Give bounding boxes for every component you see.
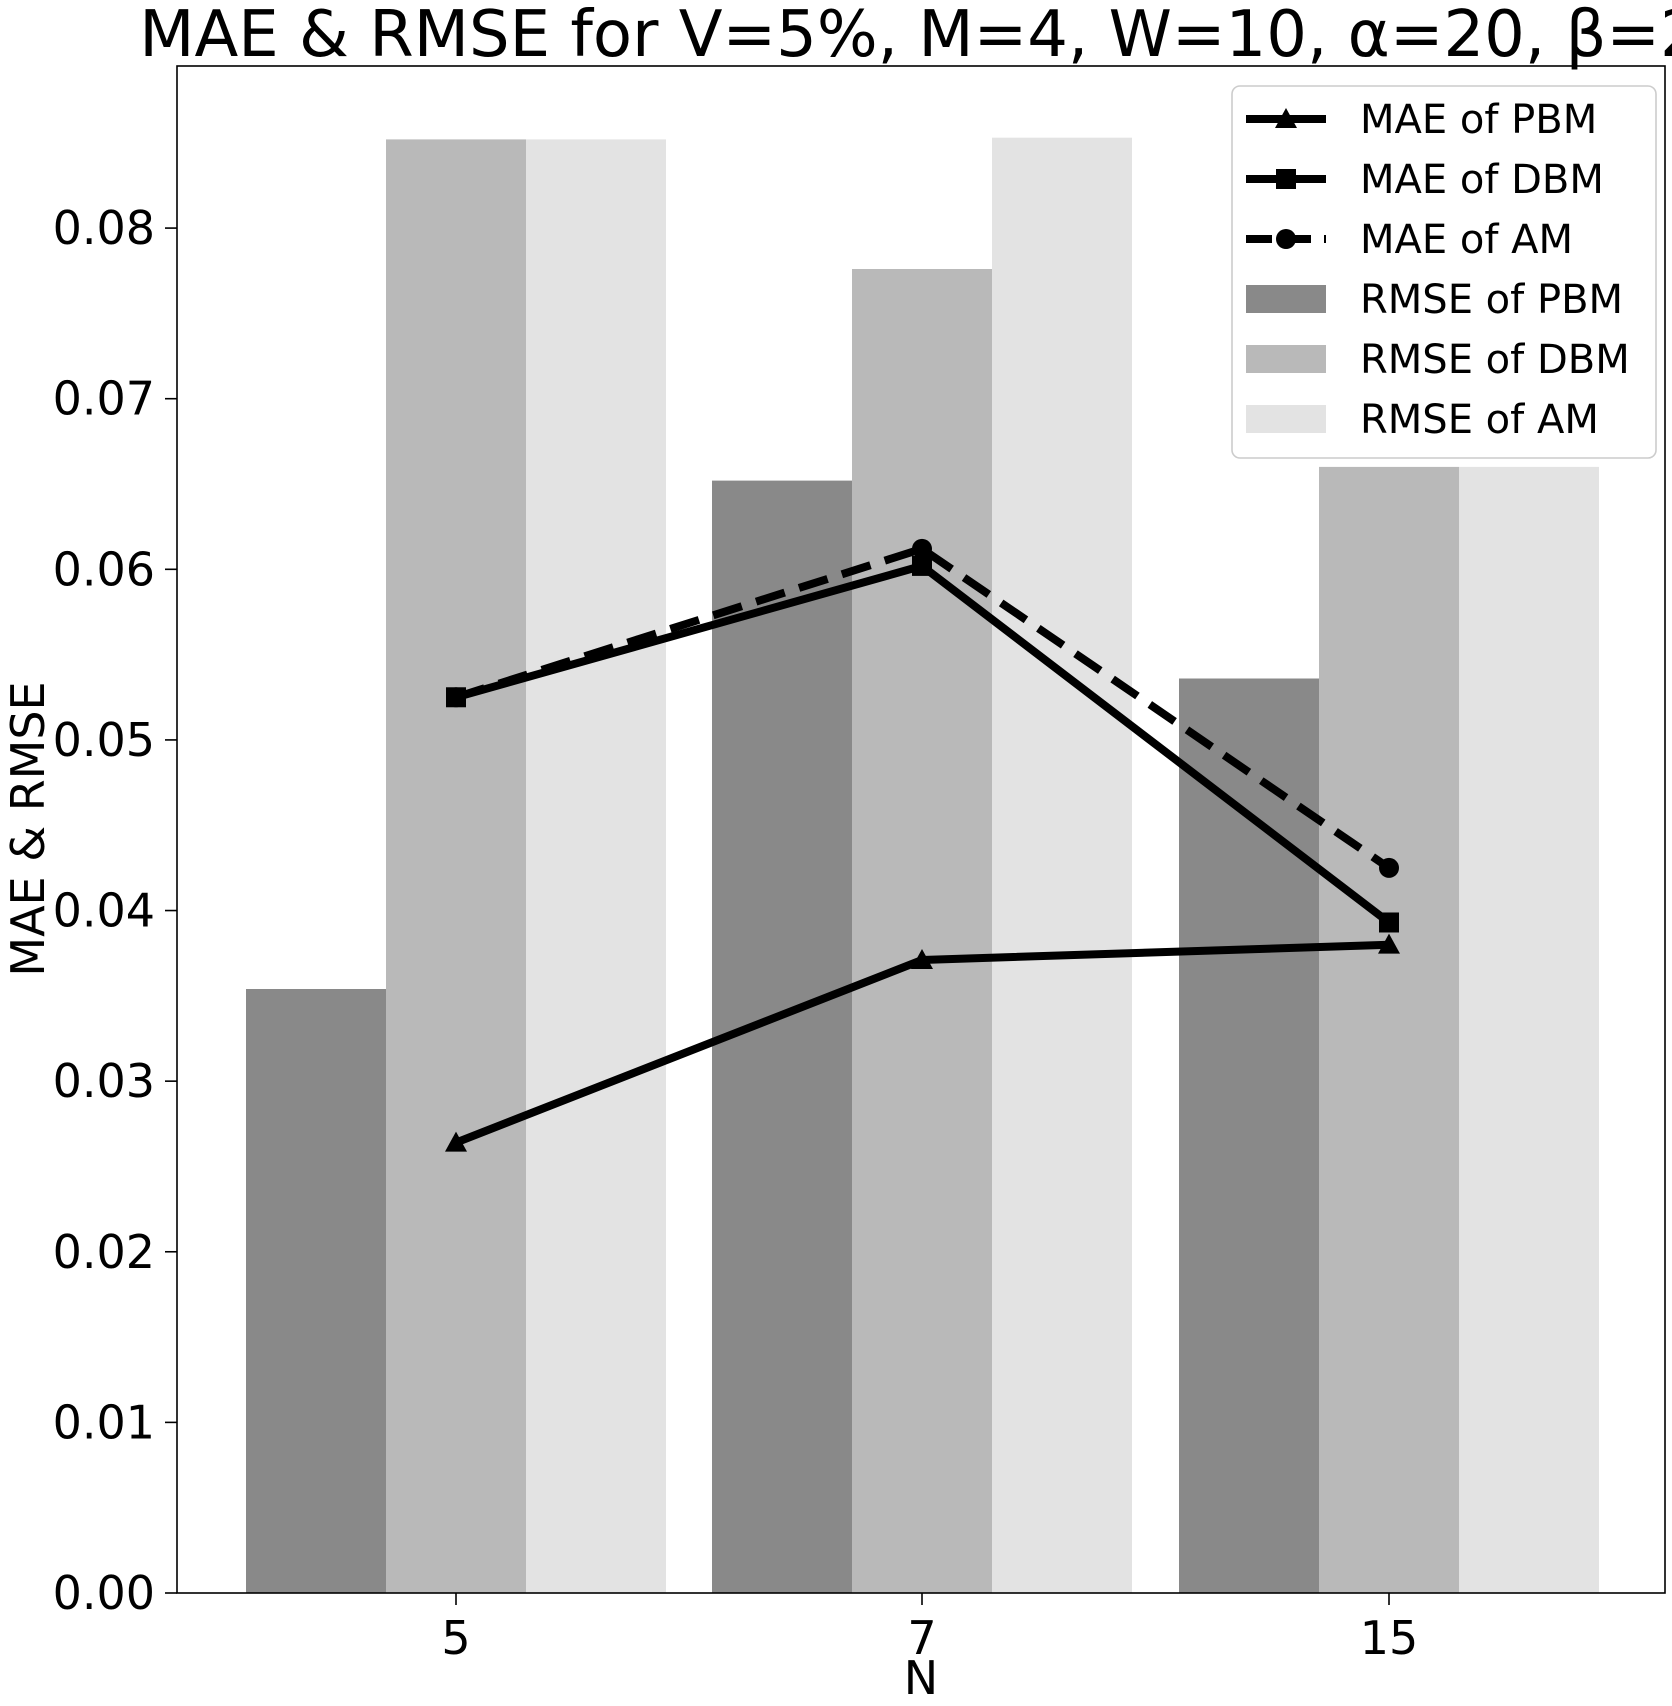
legend-marker-mae-of-pbm: [1275, 108, 1297, 128]
y-axis: 0.00 0.01 0.02 0.03 0.04 0.05 0.06 0.07 0.08: [53, 201, 177, 1620]
marker-mae-of-pbm-n15: [1378, 933, 1400, 954]
x-tick-label: 7: [907, 1611, 936, 1665]
marker-mae-of-am-n7: [912, 538, 932, 559]
y-tick-label: 0.01: [53, 1395, 155, 1449]
plot-area-frame: [176, 65, 1666, 1594]
y-axis-label: MAE & RMSE: [1, 681, 55, 976]
marker-mae-of-am-n5: [446, 687, 466, 708]
bar-rmse-of-am-n5: [526, 139, 666, 1593]
y-tick-label: 0.06: [53, 542, 155, 596]
legend-box: [1231, 85, 1657, 459]
legend-label-rmse-of-pbm: RMSE of PBM: [1360, 277, 1623, 323]
marker-mae-of-dbm-n15: [1379, 912, 1399, 933]
marker-mae-of-pbm-n7: [911, 949, 933, 970]
legend-marker-mae-of-dbm: [1276, 169, 1296, 189]
legend-swatch-rmse-of-am: [1246, 405, 1326, 433]
legend-label-rmse-of-dbm: RMSE of DBM: [1360, 337, 1630, 383]
line-mae-of-am: [454, 544, 1392, 872]
legend-marker-mae-of-am: [1276, 229, 1296, 249]
marker-mae-of-dbm-n7: [912, 555, 932, 576]
x-tick-label: 5: [441, 1611, 470, 1665]
x-tick-label: 15: [1360, 1611, 1419, 1665]
bar-rmse-of-dbm-n15: [1319, 466, 1459, 1593]
legend-label-mae-of-dbm: MAE of DBM: [1360, 157, 1604, 203]
legend-label-rmse-of-am: RMSE of AM: [1360, 397, 1599, 443]
y-tick-label: 0.04: [53, 884, 155, 938]
bar-rmse-of-am-n15: [1459, 466, 1599, 1593]
marker-mae-of-am-n15: [1379, 857, 1399, 878]
y-tick-label: 0.03: [53, 1054, 155, 1108]
x-axis-label: N: [904, 1651, 938, 1705]
lines-layer: [445, 538, 1400, 1152]
bar-rmse-of-pbm-n5: [246, 989, 386, 1593]
bar-rmse-of-dbm-n7: [852, 269, 992, 1593]
legend-swatch-rmse-of-pbm: [1246, 285, 1326, 313]
bar-rmse-of-dbm-n5: [386, 139, 526, 1593]
legend-label-mae-of-am: MAE of AM: [1360, 217, 1573, 263]
x-axis: 5 7 15: [441, 1593, 1418, 1665]
legend: MAE of PBM MAE of DBM MAE of AM RMSE of PBM…: [1231, 85, 1657, 459]
y-tick-label: 0.05: [53, 713, 155, 767]
bar-rmse-of-pbm-n15: [1179, 678, 1319, 1593]
y-tick-label: 0.08: [53, 201, 155, 255]
bars-layer: [246, 137, 1599, 1594]
legend-label-mae-of-pbm: MAE of PBM: [1360, 97, 1597, 143]
y-tick-label: 0.07: [53, 372, 155, 426]
y-tick-label: 0.00: [53, 1566, 155, 1620]
y-tick-label: 0.02: [53, 1225, 155, 1279]
bar-rmse-of-am-n7: [992, 137, 1132, 1594]
marker-mae-of-pbm-n5: [445, 1131, 467, 1152]
legend-swatch-rmse-of-dbm: [1246, 345, 1326, 373]
chart-title: MAE & RMSE for V=5%, M=4, W=10, α=20, β=…: [139, 0, 1672, 72]
